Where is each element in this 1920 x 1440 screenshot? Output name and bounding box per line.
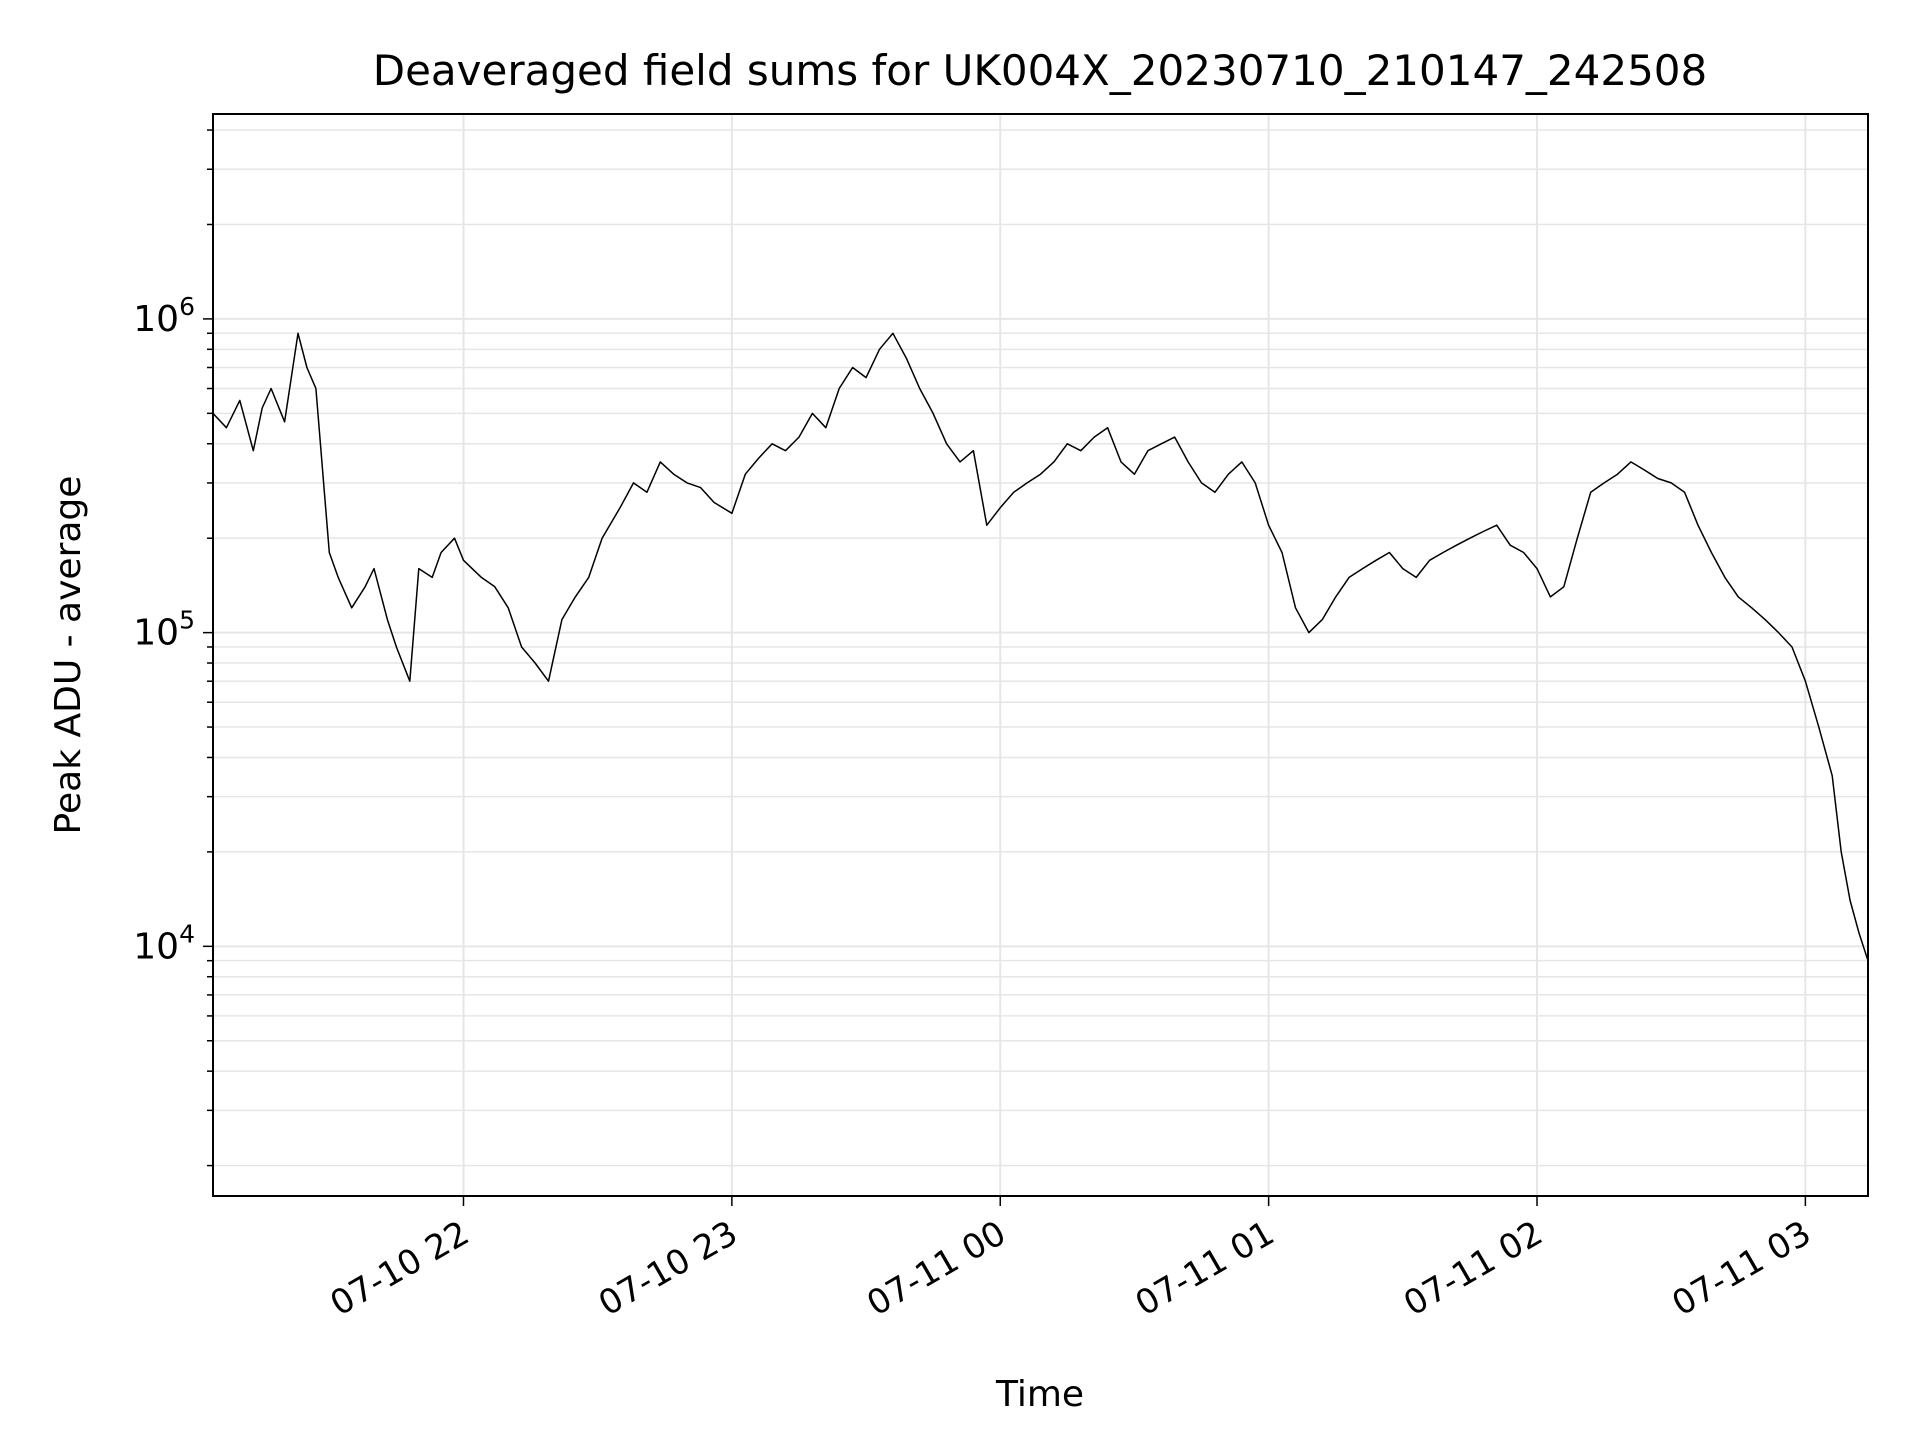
grid — [213, 114, 1868, 1196]
series-line — [212, 332, 1869, 961]
plot-frame — [212, 113, 1869, 1197]
y-tick-label: 106 — [133, 292, 195, 340]
y-axis-label: Peak ADU - average — [48, 476, 89, 835]
y-tick-label: 104 — [133, 919, 195, 967]
chart-title: Deaveraged field sums for UK004X_2023071… — [373, 46, 1708, 95]
x-axis-label: Time — [995, 1374, 1084, 1415]
y-axis: 104 105 106 — [133, 129, 213, 1167]
series-layer — [212, 332, 1869, 961]
y-tick-label: 105 — [133, 606, 195, 654]
